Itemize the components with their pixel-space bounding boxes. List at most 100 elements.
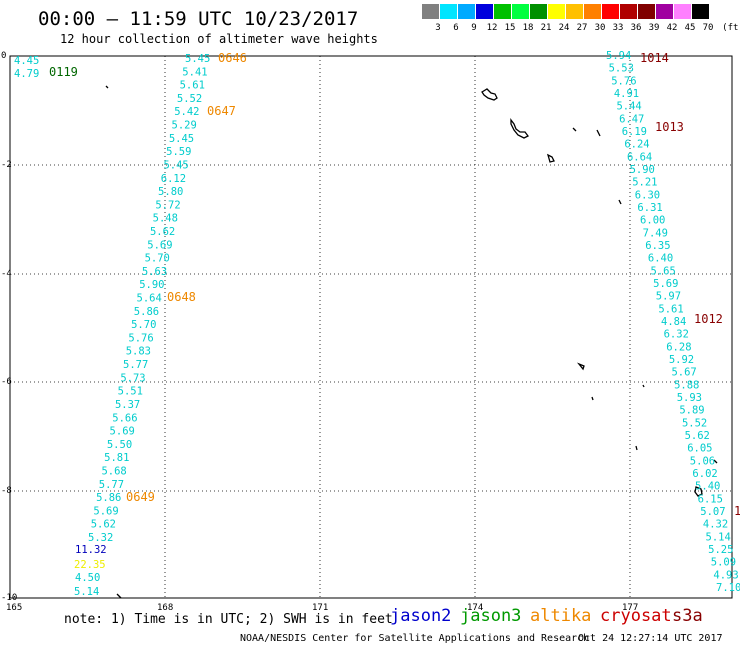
longitude-labels: 165 168 171 174 177 bbox=[6, 603, 638, 613]
island-shape bbox=[510, 118, 529, 139]
wave-height-value: 5.93 bbox=[677, 392, 702, 404]
wave-height-value: 5.45 bbox=[169, 133, 194, 145]
wave-height-value: 5.69 bbox=[653, 278, 678, 290]
color-scale-label: 42 bbox=[666, 23, 678, 33]
wave-height-value: 6.32 bbox=[664, 329, 689, 341]
longitude-label: 174 bbox=[467, 603, 483, 613]
wave-height-value: 5.52 bbox=[177, 93, 202, 105]
island-shape bbox=[596, 129, 601, 137]
wave-height-value: 5.06 bbox=[690, 455, 715, 467]
generated-timestamp: Oct 24 12:27:14 UTC 2017 bbox=[578, 633, 723, 644]
wave-height-value: 5.90 bbox=[139, 279, 164, 291]
color-swatch bbox=[440, 4, 457, 19]
units-note: note: 1) Time is in UTC; 2) SWH is in fe… bbox=[64, 612, 393, 627]
island-shape bbox=[618, 199, 622, 205]
wave-height-value: 4.91 bbox=[614, 88, 639, 100]
pass-time-label: 1014 bbox=[640, 51, 669, 65]
color-scale-label: 21 bbox=[540, 23, 552, 33]
color-swatch bbox=[422, 4, 439, 19]
wave-height-value: 5.94 bbox=[606, 50, 631, 62]
footer-credit: NOAA/NESDIS Center for Satellite Applica… bbox=[240, 633, 590, 644]
wave-height-value: 5.51 bbox=[118, 386, 143, 398]
legend-item-jason2: jason2 bbox=[390, 606, 452, 626]
wave-height-value: 4.93 bbox=[713, 569, 738, 581]
pass-time-label: 0649 bbox=[126, 490, 155, 504]
wave-height-value: 5.90 bbox=[630, 164, 655, 176]
wave-height-value: 5.61 bbox=[658, 303, 683, 315]
island-shape bbox=[546, 153, 555, 163]
pass-time-label: 1013 bbox=[655, 120, 684, 134]
pass-time-labels: 0119 0646 0647 0648 0649 1014 1013 1012 1 bbox=[49, 51, 740, 518]
pass-time-label: 0648 bbox=[167, 290, 196, 304]
island-outlines bbox=[105, 85, 718, 599]
wave-height-value: 4.45 bbox=[14, 55, 39, 67]
wave-height-value: 5.63 bbox=[142, 266, 167, 278]
wave-height-value: 6.28 bbox=[666, 341, 691, 353]
wave-height-value: 5.88 bbox=[674, 379, 699, 391]
wave-height-value: 5.52 bbox=[682, 417, 707, 429]
wave-height-value: 5.37 bbox=[115, 399, 140, 411]
wave-height-value: 5.70 bbox=[145, 253, 170, 265]
wave-height-value: 6.12 bbox=[161, 173, 186, 185]
wave-height-value: 5.86 bbox=[96, 492, 121, 504]
wave-height-value: 5.66 bbox=[112, 412, 137, 424]
wave-height-value: 4.84 bbox=[661, 316, 686, 328]
wave-height-value: 6.15 bbox=[698, 493, 723, 505]
wave-height-value: 5.29 bbox=[172, 120, 197, 132]
wave-height-value: 7.49 bbox=[643, 227, 668, 239]
pass-time-label: 1012 bbox=[694, 312, 723, 326]
wave-height-value: 5.83 bbox=[126, 346, 151, 358]
color-scale-label: 6 bbox=[453, 23, 459, 33]
color-scale-label: 24 bbox=[558, 23, 570, 33]
island-shape bbox=[591, 396, 594, 401]
latitude-label: -2 bbox=[1, 160, 12, 170]
wave-height-value: 5.69 bbox=[93, 505, 118, 517]
color-scale-label: 18 bbox=[522, 23, 534, 33]
wave-height-value: 6.05 bbox=[687, 443, 712, 455]
color-swatch bbox=[458, 4, 475, 19]
color-scale-unit: (ft) bbox=[722, 23, 740, 33]
color-swatch bbox=[476, 4, 493, 19]
wave-height-value: 5.09 bbox=[711, 557, 736, 569]
pass-time-label: 1 bbox=[734, 504, 740, 518]
island-shape bbox=[481, 88, 498, 101]
color-swatch bbox=[566, 4, 583, 19]
wave-height-value: 6.00 bbox=[640, 215, 665, 227]
latitude-label: -8 bbox=[1, 486, 12, 496]
wave-height-value: 22.35 bbox=[74, 559, 106, 571]
color-scale-label: 70 bbox=[702, 23, 714, 33]
wave-height-value: 5.73 bbox=[120, 372, 145, 384]
wave-height-value: 6.47 bbox=[619, 113, 644, 125]
wave-height-value: 5.41 bbox=[182, 66, 207, 78]
wave-height-value: 5.48 bbox=[153, 213, 178, 225]
legend-item-jason3: jason3 bbox=[460, 606, 522, 626]
wave-height-value: 5.70 bbox=[131, 319, 156, 331]
wave-height-value: 5.42 bbox=[174, 106, 199, 118]
island-shape bbox=[694, 486, 703, 497]
wave-height-value: 7.10 bbox=[716, 582, 740, 594]
longitude-label: 165 bbox=[6, 603, 22, 613]
color-scale-label: 33 bbox=[612, 23, 624, 33]
color-scale-label: 30 bbox=[594, 23, 606, 33]
color-scale-label: 9 bbox=[471, 23, 477, 33]
wave-height-values: 5.455.415.615.525.425.295.455.595.456.12… bbox=[14, 50, 740, 598]
wave-height-value: 4.50 bbox=[75, 572, 100, 584]
page-title: 00:00 – 11:59 UTC 10/23/2017 bbox=[38, 8, 359, 30]
wave-height-value: 6.31 bbox=[637, 202, 662, 214]
wave-height-value: 6.40 bbox=[648, 253, 673, 265]
color-scale-label: 3 bbox=[435, 23, 441, 33]
legend-item-altika: altika bbox=[530, 606, 592, 626]
pass-time-label: 0119 bbox=[49, 65, 78, 79]
wave-height-value: 5.61 bbox=[180, 80, 205, 92]
color-swatch bbox=[638, 4, 655, 19]
wave-height-value: 5.62 bbox=[685, 430, 710, 442]
color-scale-label: 45 bbox=[684, 23, 696, 33]
latitude-label: -6 bbox=[1, 377, 12, 387]
wave-height-value: 5.32 bbox=[88, 532, 113, 544]
latitude-labels: 0 -2 -4 -6 -8 -10 bbox=[1, 51, 17, 603]
wave-height-value: 5.07 bbox=[700, 506, 725, 518]
island-shape bbox=[572, 127, 577, 132]
wave-height-value: 5.68 bbox=[101, 465, 126, 477]
wave-height-value: 5.50 bbox=[107, 439, 132, 451]
